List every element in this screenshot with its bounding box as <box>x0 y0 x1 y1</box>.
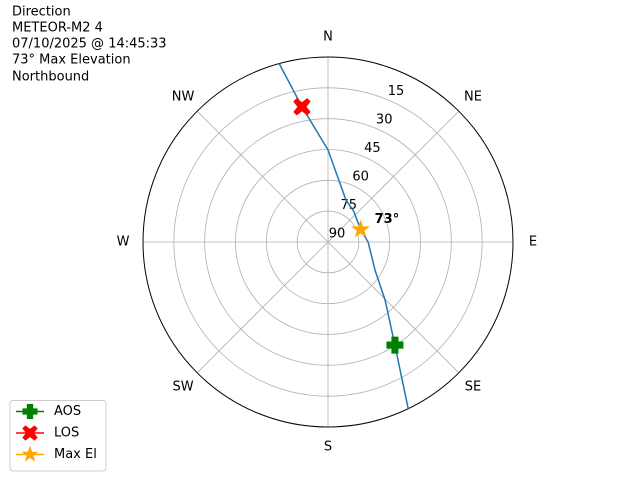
polar-frame <box>142 56 514 428</box>
legend-label: Max El <box>54 447 97 462</box>
theta-tick-label: S <box>324 440 332 455</box>
grid-spoke <box>196 110 329 243</box>
grid-spoke <box>327 241 460 374</box>
theta-tick-label: W <box>117 235 130 250</box>
r-tick-label: 60 <box>352 170 369 185</box>
title-line: 73° Max Elevation <box>12 53 131 68</box>
marker-x <box>293 98 311 116</box>
theta-tick-label: N <box>323 30 333 45</box>
legend-marker <box>21 445 39 462</box>
grid-spoke <box>196 241 329 374</box>
theta-tick-label: E <box>529 235 537 250</box>
legend-label: LOS <box>54 426 79 441</box>
theta-tick-label: NW <box>172 90 195 105</box>
r-tick-label: 90 <box>329 227 346 242</box>
title-line: 07/10/2025 @ 14:45:33 <box>12 37 167 52</box>
marker-star <box>351 219 371 238</box>
title-line: METEOR-M2 4 <box>12 21 103 36</box>
marker-plus <box>386 336 404 354</box>
r-tick-label: 75 <box>341 198 358 213</box>
grid-spoke <box>327 110 460 243</box>
title-line: Northbound <box>12 70 89 85</box>
annotation: 73° <box>375 212 400 227</box>
r-tick-label: 30 <box>376 113 393 128</box>
theta-tick-label: SW <box>172 379 193 394</box>
legend-marker <box>22 404 38 419</box>
title-block: Direction METEOR-M2 4 07/10/2025 @ 14:45… <box>12 5 167 85</box>
r-tick-label: 45 <box>364 141 381 156</box>
legend-label: AOS <box>54 404 81 419</box>
theta-tick-label: NE <box>464 90 482 105</box>
legend-marker <box>22 425 38 441</box>
r-tick-label: 15 <box>388 84 405 99</box>
title-line: Direction <box>12 5 71 20</box>
theta-tick-label: SE <box>465 379 481 394</box>
legend: AOS LOS Max El <box>9 400 107 472</box>
